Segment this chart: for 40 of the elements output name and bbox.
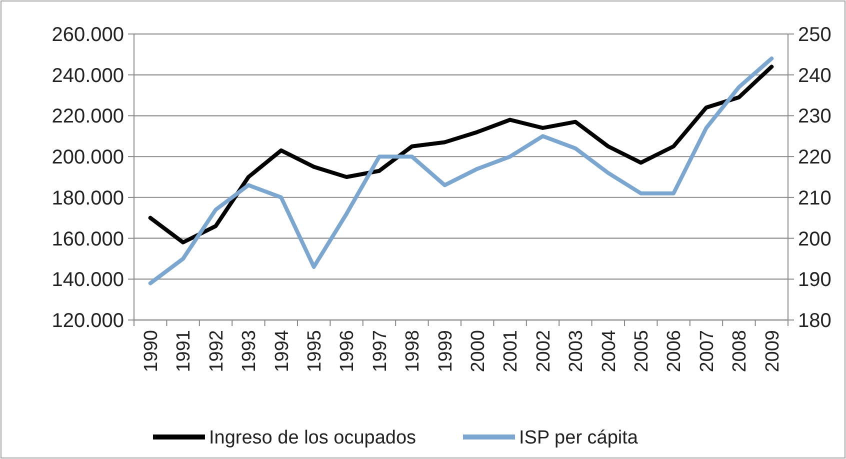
x-tick-label: 2002 (533, 330, 554, 372)
y-tick-label: 120.000 (52, 310, 124, 332)
x-tick-label: 1998 (402, 330, 424, 372)
x-tick-label: 2003 (566, 330, 588, 372)
y2-tick-label: 240 (798, 64, 832, 87)
y-tick-label: 220.000 (52, 106, 124, 128)
y2-tick-label: 190 (798, 269, 832, 292)
x-tick-label: 2007 (696, 330, 718, 372)
x-tick-label: 1996 (337, 330, 358, 372)
y2-tick-label: 200 (798, 228, 832, 250)
y2-tick-label: 230 (798, 106, 832, 128)
x-tick-label: 1995 (304, 330, 326, 372)
line-series (148, 64, 774, 244)
x-tick-label: 1991 (174, 330, 195, 372)
x-tick-label: 2005 (632, 330, 652, 372)
x-tick-label: 1993 (239, 330, 260, 372)
x-tick-label: 2008 (730, 330, 751, 372)
line-series (148, 56, 774, 286)
x-tick-label: 1992 (206, 330, 228, 372)
y2-tick-label: 180 (798, 310, 832, 332)
x-tick-label: 2000 (468, 330, 489, 372)
x-tick-label: 2006 (664, 330, 686, 372)
x-tick-label: 2001 (500, 330, 522, 372)
y-tick-label: 260.000 (52, 24, 124, 46)
y2-tick-label: 220 (798, 146, 832, 169)
y2-tick-label: 250 (798, 24, 832, 46)
x-tick-label: 2004 (598, 330, 620, 372)
x-tick-label: 1999 (435, 330, 456, 372)
y2-tick-label: 210 (798, 187, 832, 210)
y-tick-label: 180.000 (52, 187, 124, 210)
x-tick-label: 2009 (762, 330, 784, 372)
x-tick-label: 1990 (141, 330, 162, 372)
x-tick-label: 1994 (272, 330, 293, 372)
legend-label: Ingreso de los ocupados (209, 428, 416, 449)
y-tick-label: 160.000 (52, 228, 124, 250)
y-tick-label: 240.000 (52, 64, 124, 87)
y-tick-label: 200.000 (52, 146, 124, 169)
x-tick-label: 1997 (370, 330, 391, 372)
legend-label: ISP per cápita (519, 428, 638, 449)
y-tick-label: 140.000 (52, 269, 124, 292)
